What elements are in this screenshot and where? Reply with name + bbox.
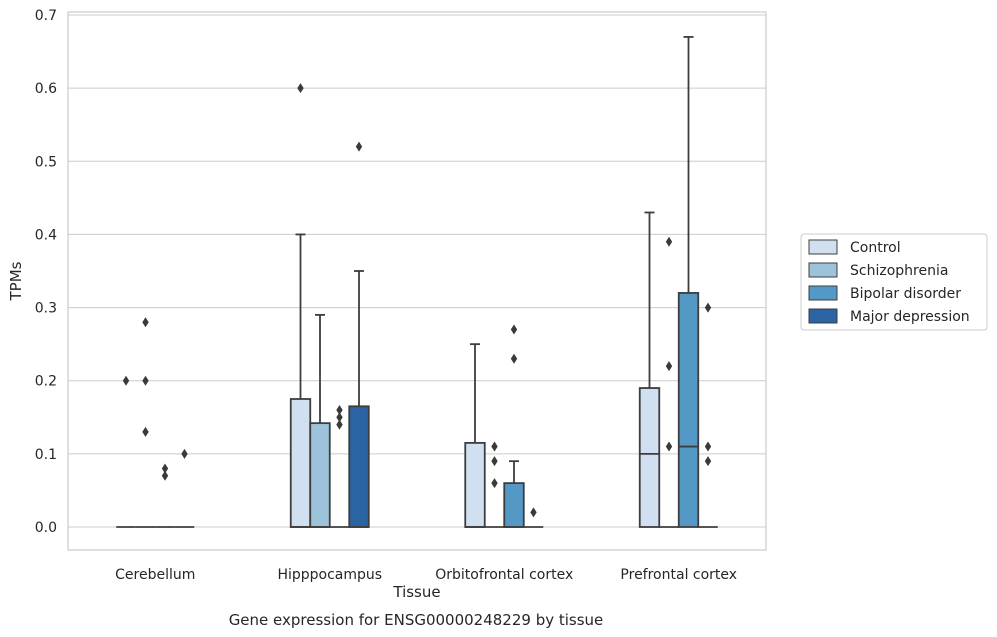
box-body [348, 405, 370, 528]
legend-label: Control [850, 240, 901, 256]
outlier-marker [161, 470, 169, 481]
x-tick-label: Cerebellum [115, 567, 195, 583]
box-body [289, 398, 312, 528]
outlier-marker [161, 463, 169, 474]
x-tick-labels: Cerebellum Hipppocampus Orbitofrontal cort… [115, 567, 737, 583]
gridlines [68, 14, 766, 528]
outlier-marker [355, 141, 363, 152]
outlier-marker [142, 375, 149, 386]
outlier-marker [704, 302, 712, 313]
box-control [289, 233, 312, 528]
legend-swatch [808, 285, 838, 301]
y-tick-label: 0.3 [35, 301, 57, 317]
legend-swatch [808, 308, 838, 324]
y-tick-label: 0.2 [35, 374, 57, 390]
y-axis-label: TPMs [7, 261, 25, 301]
x-tick-label: Orbitofrontal cortex [435, 567, 573, 583]
outlier-marker [491, 456, 498, 467]
outlier-marker [704, 456, 712, 467]
outlier-marker [181, 448, 188, 459]
outlier-marker [530, 507, 537, 518]
box-body [638, 387, 661, 528]
outlier-marker [665, 236, 673, 247]
box-body [503, 482, 525, 528]
outlier-marker [336, 419, 343, 430]
box-control [464, 343, 486, 528]
legend-label: Bipolar disorder [850, 286, 961, 302]
y-tick-label: 0.0 [35, 520, 57, 536]
legend-label: Schizophrenia [850, 263, 948, 279]
y-tick-label: 0.1 [35, 447, 57, 463]
legend-label: Major depression [850, 309, 970, 325]
outlier-marker [122, 375, 130, 386]
legend-frame [800, 233, 988, 331]
y-tick-label: 0.5 [35, 154, 57, 170]
outlier-markers [122, 83, 712, 518]
outlier-marker [142, 426, 149, 437]
y-tick-label: 0.7 [35, 8, 57, 24]
box-body [677, 292, 700, 528]
outlier-marker [704, 441, 712, 452]
x-tick-label: Prefrontal cortex [620, 567, 737, 583]
legend-swatch [808, 262, 838, 278]
outlier-marker [491, 441, 498, 452]
legend: Control Schizophrenia Bipolar disorder Majo… [800, 233, 988, 331]
outlier-marker [336, 412, 343, 423]
outlier-marker [510, 353, 518, 364]
box-schizophrenia [309, 313, 331, 528]
outlier-marker [510, 324, 518, 335]
outlier-marker [491, 478, 498, 489]
x-axis-label: Tissue [392, 583, 440, 601]
box-bipolar-disorder [677, 36, 700, 528]
y-tick-label: 0.6 [35, 81, 57, 97]
box-major-depression [348, 270, 370, 528]
y-tick-label: 0.4 [35, 227, 57, 243]
box-control [638, 211, 661, 528]
outlier-marker [297, 83, 304, 94]
boxes [116, 36, 718, 528]
outlier-marker [665, 361, 673, 372]
box-body [309, 422, 331, 528]
plot-frame [67, 11, 767, 551]
box-bipolar-disorder [503, 460, 525, 528]
chart-caption: Gene expression for ENSG00000248229 by t… [229, 611, 604, 629]
x-tick-label: Hipppocampus [277, 567, 382, 583]
legend-swatch [808, 239, 838, 255]
outlier-marker [665, 441, 673, 452]
box-body [464, 441, 486, 528]
outlier-marker [336, 404, 343, 415]
outlier-marker [142, 317, 149, 328]
y-tick-labels: 0.0 0.1 0.2 0.3 0.4 0.5 0.6 0.7 [35, 8, 57, 536]
